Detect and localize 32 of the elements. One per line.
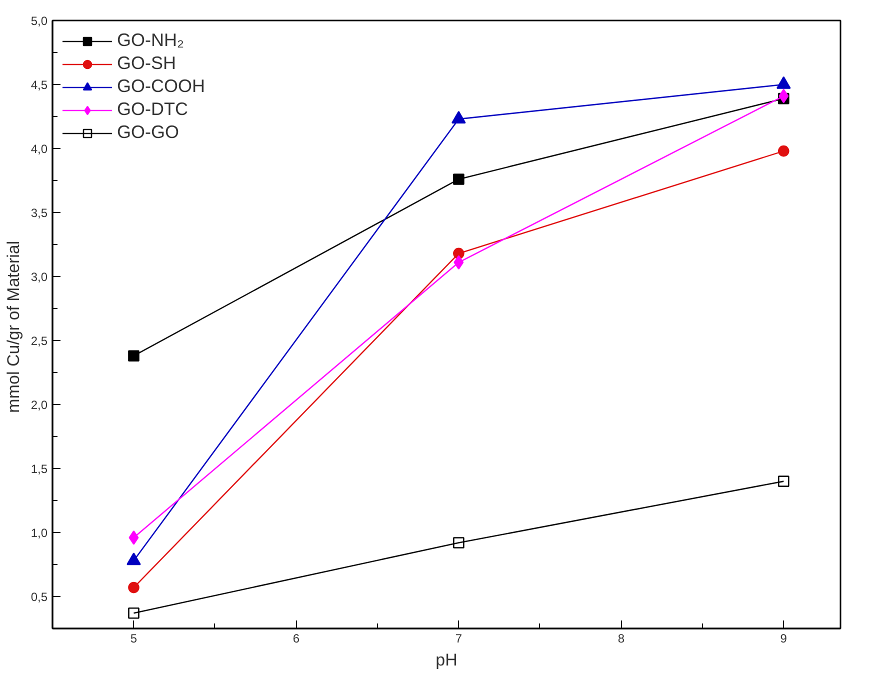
point [778, 88, 789, 104]
y-tick-label: 5,0 [30, 14, 48, 28]
y-axis-title: mmol Cu/gr of Material [4, 240, 23, 413]
point [128, 607, 140, 619]
legend-label: GO-GO [117, 122, 179, 143]
point [778, 476, 790, 487]
y-tick-label: 4,0 [30, 142, 48, 156]
legend-label: GO-DTC [117, 99, 188, 120]
point [128, 582, 140, 594]
y-tick-label: 3,0 [30, 270, 48, 284]
point [778, 145, 790, 157]
legend-label: GO-SH [117, 53, 176, 74]
y-tick-label: 4,5 [30, 78, 48, 92]
point [453, 537, 464, 548]
y-tick-label: 3,5 [30, 206, 48, 220]
y-tick-label: 2,5 [30, 334, 48, 348]
y-tick-label: 0,5 [30, 590, 48, 604]
point [128, 350, 140, 362]
y-tick-label: 1,5 [30, 462, 48, 476]
x-tick-label: 9 [780, 632, 788, 646]
x-tick-label: 6 [292, 632, 300, 646]
point [128, 530, 139, 545]
legend-label: GO-COOH [117, 76, 205, 97]
x-tick-label: 5 [130, 632, 138, 646]
point [453, 174, 464, 185]
x-tick-label: 7 [455, 632, 462, 646]
x-axis-title: pH [436, 650, 458, 670]
x-tick-label: 8 [618, 632, 625, 646]
point [454, 255, 464, 270]
y-tick-label: 2,0 [30, 398, 48, 412]
legend-label: GO-NH₂ [117, 30, 184, 51]
y-tick-label: 1,0 [30, 526, 48, 540]
